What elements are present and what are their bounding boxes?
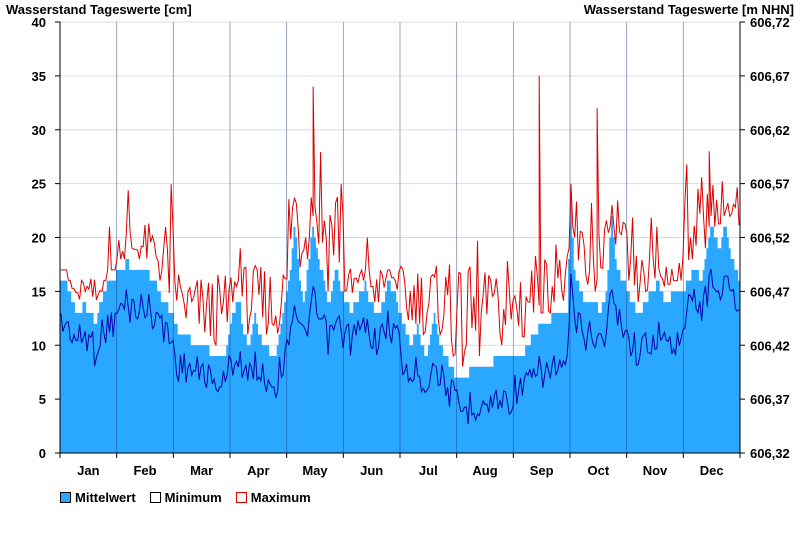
y2-tick-label-3: 606,47 <box>750 284 790 299</box>
right-axis-title: Wasserstand Tageswerte [m NHN] <box>583 2 794 17</box>
legend-swatch-mean <box>60 492 71 503</box>
x-tick-label-may: May <box>302 463 328 478</box>
y-tick-label-20: 20 <box>32 231 46 246</box>
y-tick-label-25: 25 <box>32 177 46 192</box>
x-tick-label-jun: Jun <box>360 463 383 478</box>
legend-swatch-minimum <box>149 492 161 503</box>
legend-item-minimum[interactable]: Minimum <box>149 490 222 505</box>
x-tick-label-jul: Jul <box>419 463 438 478</box>
y-tick-label-5: 5 <box>39 392 46 407</box>
y2-tick-label-7: 606,67 <box>750 69 790 84</box>
legend-item-maximum[interactable]: Maximum <box>235 490 311 505</box>
x-tick-label-apr: Apr <box>247 463 269 478</box>
y-tick-label-10: 10 <box>32 338 46 353</box>
series-maximum-line <box>60 75 740 367</box>
y2-tick-label-6: 606,62 <box>750 123 790 138</box>
y-tick-label-35: 35 <box>32 69 46 84</box>
y2-tick-label-5: 606,57 <box>750 177 790 192</box>
y-tick-label-0: 0 <box>39 446 46 461</box>
chart-legend: Mittelwert Minimum Maximum <box>60 490 311 505</box>
x-tick-label-feb: Feb <box>133 463 156 478</box>
x-tick-label-mar: Mar <box>190 463 213 478</box>
y2-tick-label-8: 606,72 <box>750 15 790 30</box>
x-tick-label-dec: Dec <box>700 463 724 478</box>
y2-tick-label-4: 606,52 <box>750 231 790 246</box>
y-tick-label-40: 40 <box>32 15 46 30</box>
legend-label-mean: Mittelwert <box>75 490 136 505</box>
legend-label-minimum: Minimum <box>164 490 222 505</box>
x-tick-label-jan: Jan <box>77 463 99 478</box>
legend-swatch-maximum <box>235 492 247 503</box>
legend-item-mean[interactable]: Mittelwert <box>60 490 136 505</box>
y2-tick-label-2: 606,42 <box>750 338 790 353</box>
y-tick-label-15: 15 <box>32 284 46 299</box>
series-minimum-line <box>60 268 740 425</box>
y2-tick-label-1: 606,37 <box>750 392 790 407</box>
x-tick-label-oct: Oct <box>587 463 609 478</box>
left-axis-title: Wasserstand Tageswerte [cm] <box>6 2 192 17</box>
y-tick-label-30: 30 <box>32 123 46 138</box>
y2-tick-label-0: 606,32 <box>750 446 790 461</box>
x-tick-label-aug: Aug <box>472 463 497 478</box>
x-tick-label-nov: Nov <box>643 463 668 478</box>
legend-label-maximum: Maximum <box>250 490 311 505</box>
x-tick-label-sep: Sep <box>530 463 554 478</box>
